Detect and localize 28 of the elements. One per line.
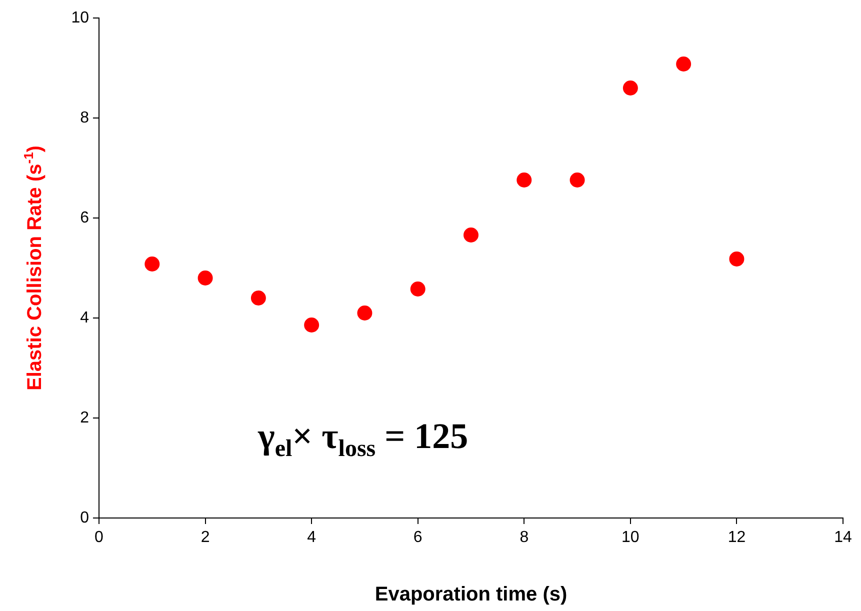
point xyxy=(144,256,160,272)
y-tick-label: 0 xyxy=(80,509,90,526)
point xyxy=(198,270,213,286)
x-tick-label: 6 xyxy=(413,529,422,546)
x-tick-label: 8 xyxy=(520,529,529,546)
point xyxy=(729,252,744,266)
point xyxy=(357,306,372,320)
point xyxy=(622,80,638,96)
x-axis-title: Evaporation time (s) xyxy=(374,584,568,606)
x-tick-label: 0 xyxy=(94,529,104,546)
point xyxy=(410,282,426,296)
annotation: γ$_{el}$× τ$_{loss}$ = 125 xyxy=(258,415,468,464)
y-tick-label: 4 xyxy=(80,309,90,326)
point xyxy=(516,172,532,188)
x-tick-label: 4 xyxy=(307,529,316,546)
point xyxy=(250,290,266,306)
x-tick-label: 2 xyxy=(200,529,210,546)
y-tick-label: 6 xyxy=(80,209,90,226)
x-tick-label: 14 xyxy=(834,529,852,546)
point xyxy=(570,172,585,188)
y-tick-label: 2 xyxy=(80,409,90,426)
x-tick-label: 12 xyxy=(728,529,746,546)
y-tick-label: 8 xyxy=(80,109,90,126)
point xyxy=(464,228,478,242)
x-tick-label: 10 xyxy=(622,529,640,546)
y-tick-label: 10 xyxy=(71,9,90,26)
point xyxy=(676,56,692,72)
point xyxy=(304,318,320,332)
